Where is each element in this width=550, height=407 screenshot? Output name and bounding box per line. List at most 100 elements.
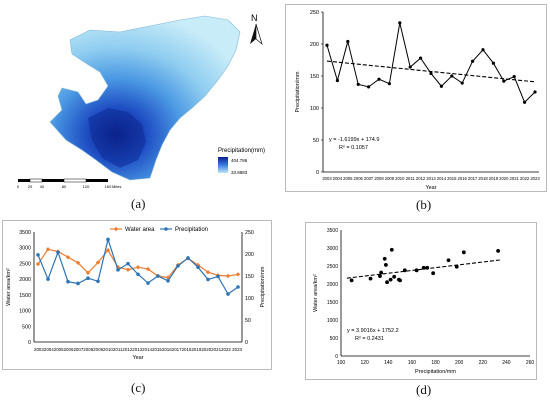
precipitation-point: [96, 279, 100, 284]
x-tick-label: 260: [526, 360, 535, 366]
water-area-point: [195, 262, 201, 268]
chart-frame: [305, 222, 537, 380]
precipitation-point: [56, 250, 60, 255]
chart-frame: [285, 4, 547, 192]
data-point: [491, 61, 495, 65]
data-point: [335, 78, 339, 83]
x-tick-label: 160: [408, 360, 417, 366]
y-axis-title: Precipitation/mm: [295, 71, 301, 112]
x-axis-title: Year: [132, 355, 143, 361]
panel-a: N Precipitation(mm) 404.786 33.8883 0 20 4…: [0, 0, 275, 200]
x-tick-label: 2012: [416, 176, 426, 181]
scatter-point: [378, 274, 382, 278]
water-area-point: [35, 261, 41, 267]
precipitation-point: [36, 253, 40, 257]
water-area-point: [225, 273, 231, 279]
data-point: [356, 82, 360, 86]
scatter-point: [368, 276, 373, 281]
legend-swatch-marker: [164, 227, 168, 231]
left-tick-label: 500: [22, 324, 31, 330]
trendline-equation: y = -1.6199x + 174.9: [329, 137, 379, 143]
scale-tick-label: 120: [83, 184, 90, 189]
x-tick-label: 2007: [364, 176, 374, 181]
x-tick-label: 120: [360, 360, 369, 366]
data-point: [502, 79, 506, 83]
x-tick-label: 2022: [520, 176, 530, 181]
scatter-point: [349, 278, 354, 283]
y-tick-label: 1500: [327, 300, 338, 306]
water-area-point: [95, 260, 101, 265]
x-tick-label: 140: [384, 360, 393, 366]
y-tick-label: 150: [310, 74, 319, 80]
x-tick-label: 2011: [406, 176, 416, 181]
water-area-point: [205, 270, 211, 275]
y-tick-label: 0: [335, 354, 338, 360]
left-tick-label: 2000: [19, 277, 31, 283]
x-tick-label: 2021: [510, 176, 520, 181]
panel-b: 0 50 100 150 200 250 2003 2004 2005 2006 2007 2008 2…: [285, 4, 547, 192]
precipitation-point: [156, 274, 160, 278]
x-tick-label: 2020: [499, 176, 509, 181]
data-point: [460, 81, 464, 85]
precipitation-point: [86, 276, 90, 280]
north-arrow-icon: [250, 23, 263, 46]
trendline: [346, 259, 501, 279]
x-axis-title: Precipitation/mm: [415, 369, 456, 375]
precipitation-point: [106, 237, 110, 242]
scatter-point: [398, 278, 402, 283]
precipitation-point: [136, 272, 140, 277]
legend-min: 33.8883: [231, 170, 248, 175]
precipitation-point: [46, 277, 50, 281]
y-tick-label: 2500: [327, 264, 338, 270]
y-tick-label: 2000: [327, 282, 338, 288]
data-point: [439, 84, 443, 88]
y-tick-label: 200: [310, 42, 319, 48]
scale-tick-label: 160: [105, 184, 112, 189]
right-tick-label: 50: [245, 318, 251, 324]
right-tick-label: 100: [245, 296, 254, 302]
precipitation-point: [226, 292, 230, 296]
scale-tick-label: 0: [17, 184, 20, 189]
precipitation-point: [196, 265, 200, 269]
water-area-point: [85, 270, 91, 276]
trendline-r2: R² = 0.1057: [339, 145, 368, 151]
panel-c: 0 500 1000 1500 2000 2500 3000 3500 0 50 100 150 200…: [2, 220, 272, 370]
water-area-point: [105, 248, 111, 253]
left-tick-label: 3000: [19, 246, 31, 252]
precipitation-point: [206, 277, 210, 282]
water-area-point: [235, 272, 241, 277]
data-point: [533, 90, 537, 94]
precipitation-point: [116, 268, 120, 272]
scale-tick-label: 20: [28, 184, 33, 189]
y-tick-label: 500: [330, 336, 339, 342]
water-area-point: [135, 265, 141, 270]
x-tick-label: 220: [479, 360, 488, 366]
precipitation-point: [76, 281, 80, 286]
x-tick-label: 2016: [458, 176, 468, 181]
data-point: [398, 21, 402, 25]
precipitation-map: N Precipitation(mm) 404.786 33.8883 0 20 4…: [17, 13, 265, 189]
precipitation-point: [146, 281, 150, 285]
precipitation-point: [176, 264, 180, 268]
x-tick-label: 100: [337, 360, 346, 366]
x-axis-title: Year: [425, 185, 436, 191]
precipitation-point: [126, 261, 130, 266]
precipitation-point: [66, 279, 70, 284]
y-tick-label: 100: [310, 106, 319, 112]
panel-label-d: (d): [416, 382, 432, 397]
scatter-point: [446, 258, 451, 263]
data-point: [377, 77, 381, 81]
legend-title: Precipitation(mm): [218, 148, 265, 154]
y-tick-label: 0: [316, 170, 319, 176]
panel-label-b: (b): [416, 197, 432, 212]
scale-bar: [18, 178, 108, 183]
data-point: [325, 43, 329, 47]
left-tick-label: 3500: [19, 230, 31, 236]
water-area-vs-precipitation-scatter: 0 500 1000 1500 2000 2500 3000 3500 100 120 140 160…: [305, 222, 537, 380]
scatter-point: [414, 268, 419, 273]
x-tick-label: 2015: [447, 176, 457, 181]
water-area-point: [165, 275, 171, 280]
x-tick-label: 2018: [478, 176, 488, 181]
precipitation-point: [216, 274, 220, 279]
right-tick-label: 0: [245, 340, 248, 346]
